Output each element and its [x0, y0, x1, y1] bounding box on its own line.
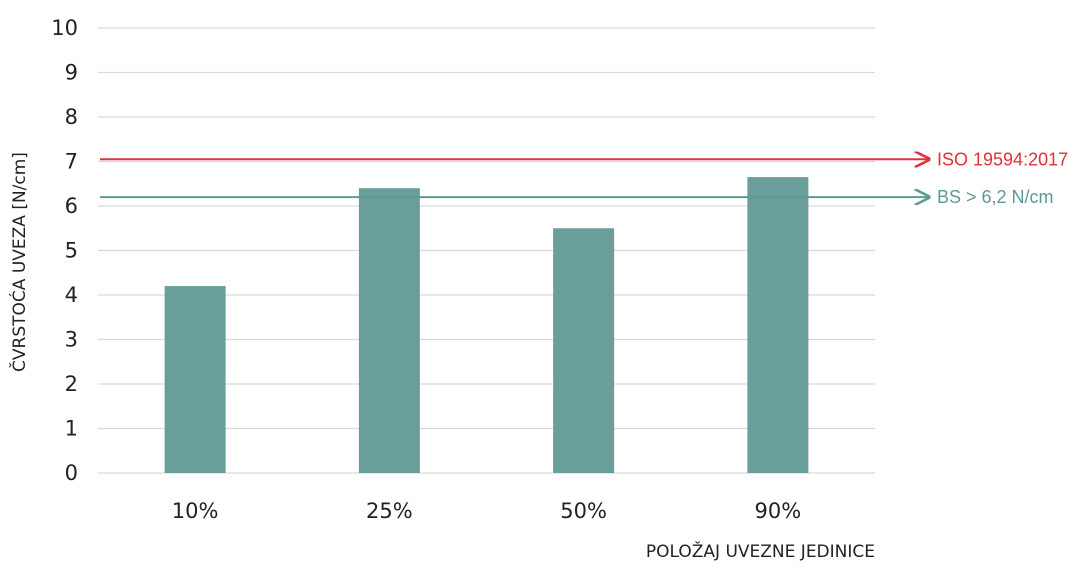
x-tick-label: 50%: [560, 499, 607, 523]
y-tick-label: 6: [65, 194, 78, 218]
x-tick-label: 25%: [366, 499, 413, 523]
y-tick-label: 10: [51, 16, 78, 40]
y-tick-label: 5: [65, 239, 78, 263]
bar: [747, 177, 809, 473]
x-tick-label: 10%: [172, 499, 219, 523]
reference-line-label: BS > 6,2 N/cm: [937, 187, 1054, 207]
x-axis-title: POLOŽAJ UVEZNE JEDINICE: [646, 540, 875, 562]
gridlines: [98, 27, 875, 474]
y-tick-label: 9: [65, 61, 78, 85]
y-tick-label: 2: [65, 372, 78, 396]
bar: [164, 286, 226, 473]
bar: [358, 188, 420, 473]
y-tick-label: 7: [65, 150, 78, 174]
y-tick-label: 3: [65, 328, 78, 352]
y-tick-label: 8: [65, 105, 78, 129]
y-tick-label: 0: [65, 461, 78, 485]
x-axis-ticks: 10% 25% 50% 90%: [172, 499, 801, 523]
y-tick-label: 4: [65, 283, 78, 307]
reference-lines: ISO 19594:2017 BS > 6,2 N/cm: [100, 149, 1068, 207]
reference-line-label: ISO 19594:2017: [937, 149, 1068, 169]
y-tick-label: 1: [65, 417, 78, 441]
x-tick-label: 90%: [755, 499, 802, 523]
y-axis-ticks: 0 1 2 3 4 5 6 7 8 9 10: [51, 16, 78, 485]
bars: [164, 177, 809, 473]
bar: [553, 228, 615, 473]
y-axis-title: ČVRSTOĆA UVEZA [N/cm]: [8, 152, 30, 372]
